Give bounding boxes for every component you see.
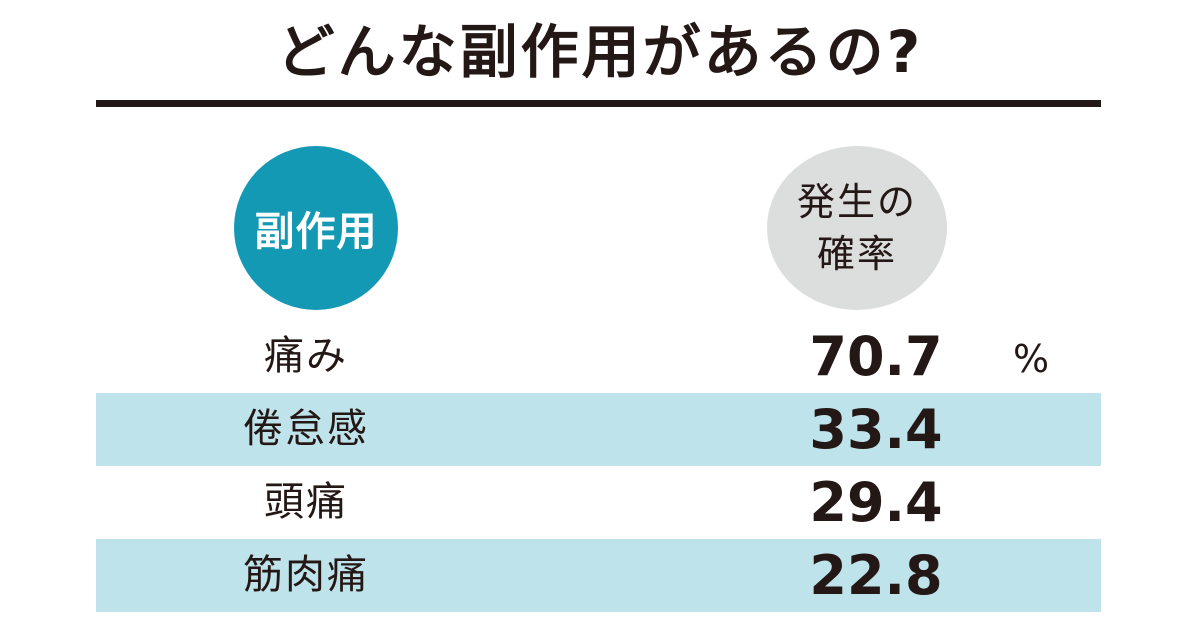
column-header-side-effect: 副作用 (234, 146, 398, 310)
percent-unit: % (1013, 337, 1050, 381)
side-effect-name: 筋肉痛 (243, 552, 369, 598)
side-effect-name: 倦怠感 (243, 406, 369, 452)
occurrence-rate-value: 70.7 (809, 325, 943, 388)
occurrence-rate-value: 29.4 (809, 471, 943, 534)
side-effect-name: 痛み (264, 333, 348, 379)
column-header-occurrence-rate-label: 発生の確率 (796, 180, 917, 276)
side-effect-name: 頭痛 (264, 479, 348, 525)
table-row: 痛み 70.7 % (96, 320, 1101, 393)
title-divider (96, 100, 1101, 107)
occurrence-rate-value: 22.8 (809, 544, 943, 607)
table-row: 頭痛 29.4 (96, 466, 1101, 539)
column-header-occurrence-rate: 発生の確率 (767, 146, 947, 310)
column-header-side-effect-label: 副作用 (254, 209, 378, 255)
table-row: 筋肉痛 22.8 (96, 539, 1101, 612)
occurrence-rate-value: 33.4 (809, 398, 943, 461)
table-body: 痛み 70.7 % 倦怠感 33.4 頭痛 29.4 筋肉痛 22.8 (96, 320, 1101, 612)
table-row: 倦怠感 33.4 (96, 393, 1101, 466)
page-title: どんな副作用があるの? (276, 18, 924, 86)
